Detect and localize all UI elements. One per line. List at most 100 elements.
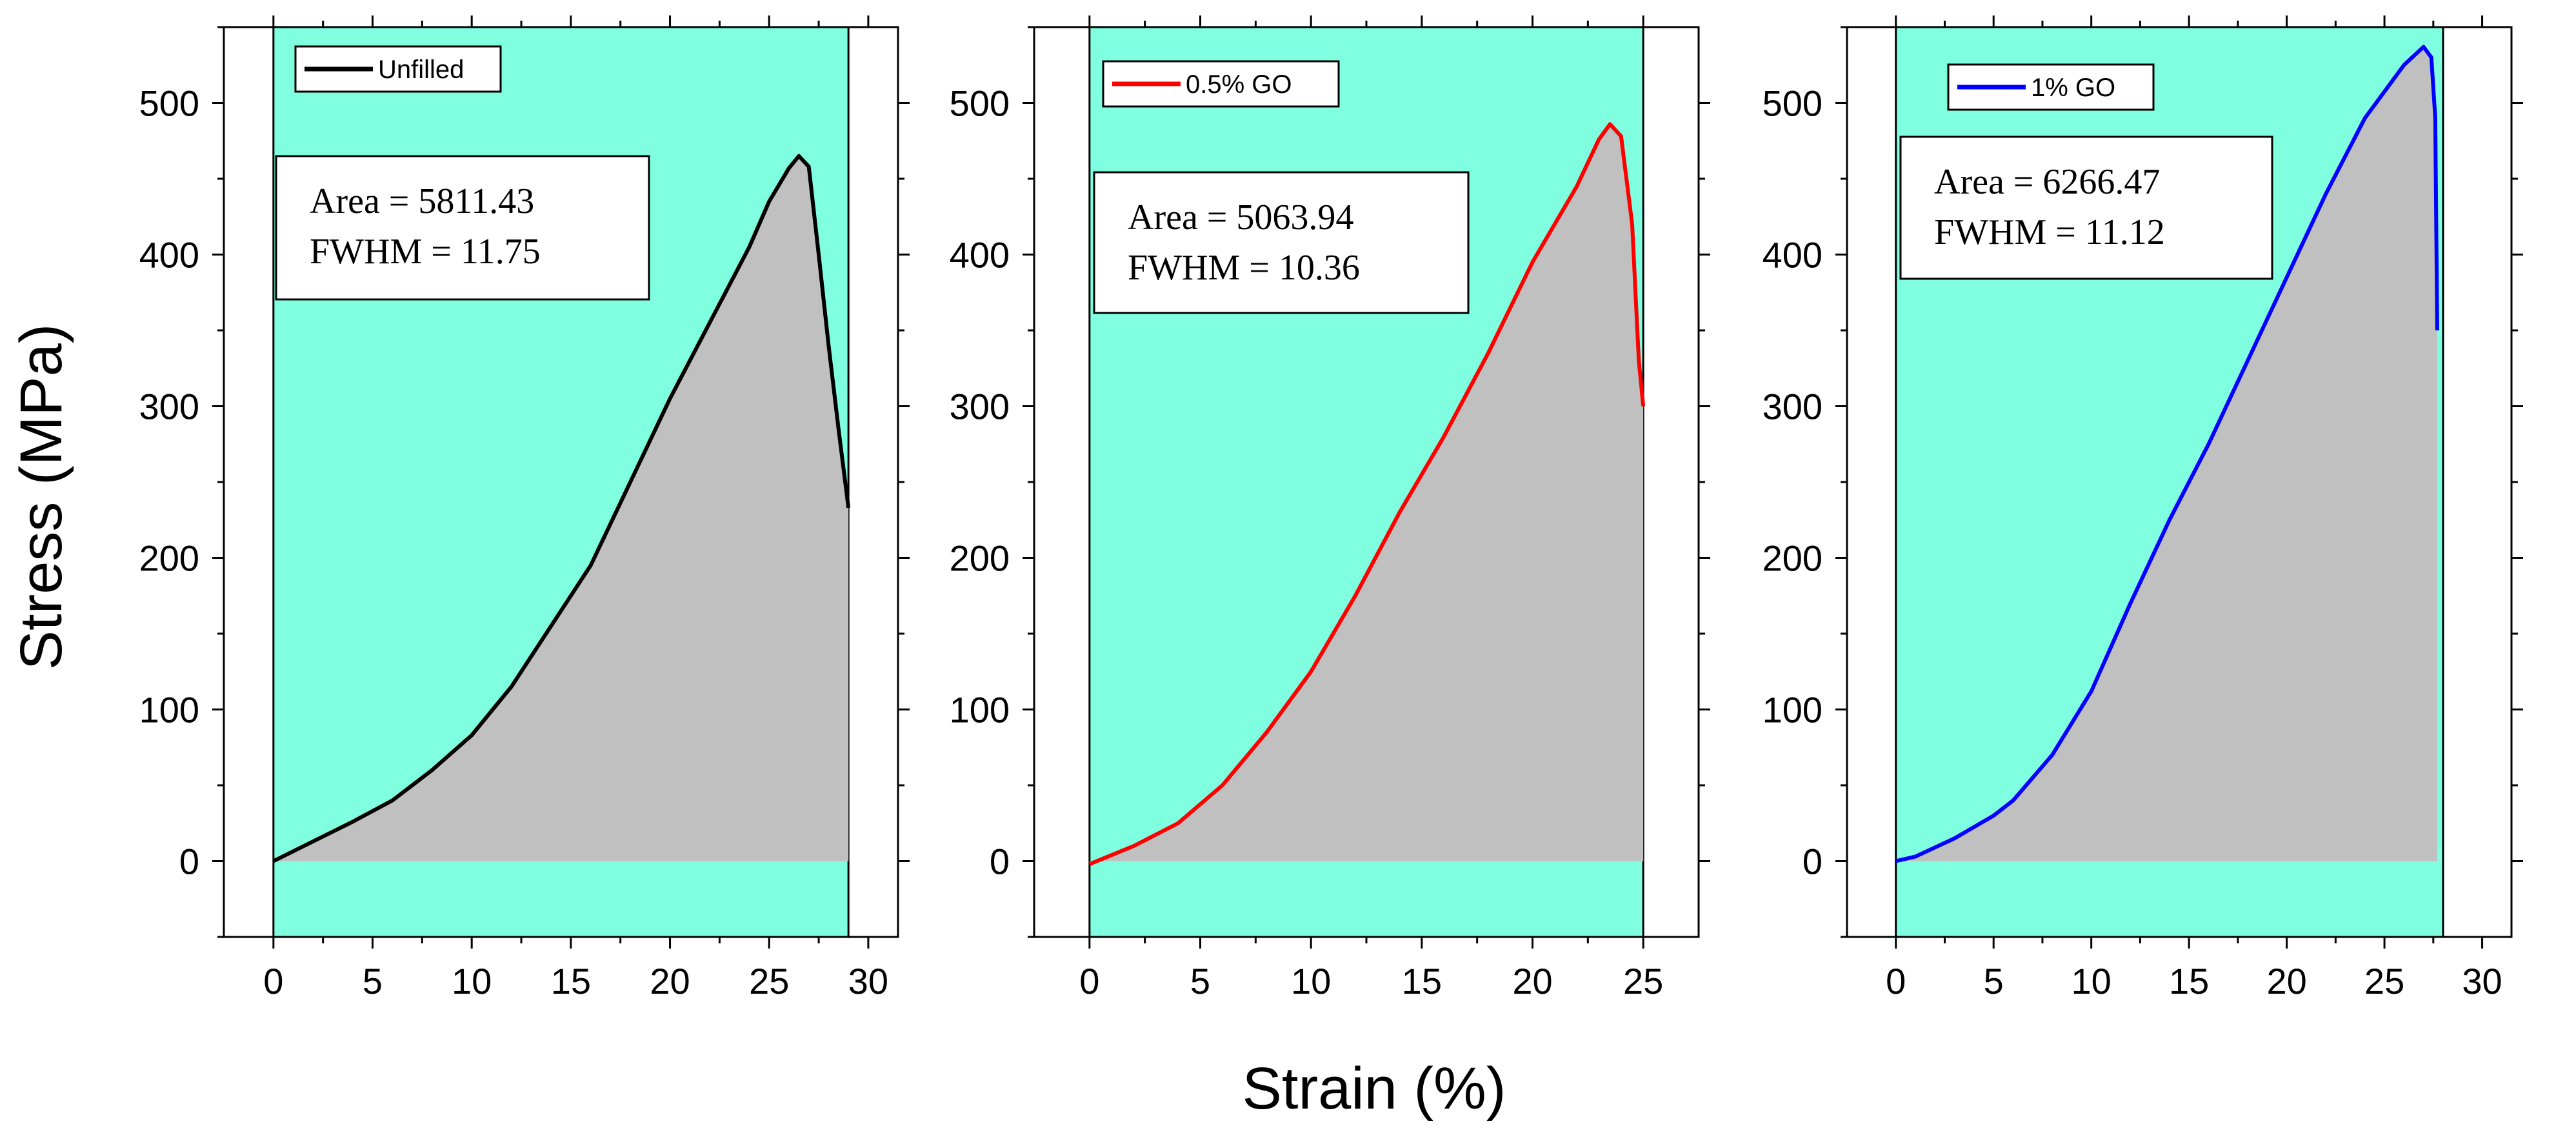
x-tick-label: 30	[848, 961, 888, 1001]
x-tick-label: 0	[1079, 961, 1099, 1001]
data-point	[1443, 436, 1445, 438]
data-point	[2364, 117, 2366, 119]
chart-panel-2: 0 5 10 15 20 25 0 100 200 300 400 500 0.5% GO Area = …	[950, 15, 1710, 1001]
data-point	[2090, 690, 2093, 692]
y-tick-label: 200	[1762, 538, 1822, 579]
data-point	[2286, 276, 2288, 279]
data-point	[312, 840, 314, 843]
data-point	[1553, 223, 1556, 226]
data-point	[827, 345, 830, 347]
data-point	[1310, 670, 1312, 673]
y-tick-label: 500	[1762, 83, 1822, 124]
data-point	[748, 246, 750, 248]
data-point	[1953, 837, 1956, 839]
data-point	[1133, 845, 1135, 847]
chart-panels: 0 5 10 15 20 25 300100200300400500UnfilledArea…	[139, 15, 2523, 1001]
data-point	[1177, 822, 1179, 825]
annotation-line: Area = 5063.94	[1128, 197, 1353, 237]
data-point	[1620, 135, 1622, 137]
data-point	[1609, 123, 1612, 125]
data-point	[2402, 64, 2405, 66]
data-point	[2422, 46, 2425, 48]
data-point	[847, 507, 850, 509]
data-point	[1487, 352, 1490, 354]
data-point	[808, 165, 810, 168]
data-point	[1354, 594, 1357, 597]
data-point	[788, 167, 790, 170]
series-line	[1895, 45, 2439, 863]
data-point	[2430, 56, 2433, 59]
data-point	[2207, 443, 2210, 445]
data-point	[1598, 138, 1601, 141]
x-tick-label: 25	[2364, 961, 2404, 1001]
data-point	[2129, 602, 2132, 605]
data-point	[1575, 185, 1578, 188]
data-point	[669, 397, 672, 400]
legend-label: Unfilled	[378, 55, 464, 84]
data-point	[272, 860, 275, 863]
x-tick-label: 25	[749, 961, 789, 1001]
annotation-line: FWHM = 11.75	[310, 232, 541, 272]
area-fill	[1895, 46, 2437, 861]
data-point	[1895, 860, 1897, 863]
y-tick-label: 0	[990, 841, 1010, 882]
x-axis-title: Strain (%)	[1243, 1056, 1506, 1121]
data-point	[1266, 731, 1268, 734]
x-tick-label: 0	[1886, 961, 1906, 1001]
data-point	[817, 254, 820, 256]
data-point	[1631, 223, 1633, 226]
data-point	[2434, 117, 2437, 119]
data-point	[590, 564, 592, 567]
data-point	[708, 321, 711, 324]
data-point	[391, 799, 394, 802]
data-point	[1914, 855, 1917, 858]
legend-label: 0.5% GO	[1186, 70, 1292, 99]
area-fill	[1089, 124, 1644, 865]
annotation-line: FWHM = 10.36	[1128, 248, 1360, 288]
data-point	[431, 769, 434, 772]
y-tick-label: 0	[1802, 841, 1822, 882]
y-tick-label: 500	[139, 83, 199, 124]
x-tick-label: 30	[2462, 961, 2502, 1001]
annotation-line: FWHM = 11.12	[1934, 212, 2165, 252]
data-point	[2051, 754, 2053, 756]
y-tick-label: 100	[1762, 690, 1822, 730]
y-tick-label: 200	[950, 538, 1010, 579]
annotation-line: Area = 6266.47	[1934, 162, 2160, 202]
y-tick-label: 0	[179, 841, 199, 882]
chart-panel-1: 0 5 10 15 20 25 300100200300400500UnfilledArea…	[139, 15, 910, 1001]
data-point	[1532, 261, 1534, 263]
y-tick-label: 300	[139, 387, 199, 427]
data-point	[837, 428, 840, 430]
data-point	[570, 594, 572, 597]
annotation-box	[1093, 171, 1470, 314]
y-tick-label: 100	[950, 690, 1010, 730]
y-tick-label: 300	[950, 387, 1010, 427]
data-point	[797, 155, 800, 157]
x-tick-label: 10	[2072, 961, 2112, 1001]
data-point	[470, 734, 473, 736]
x-tick-label: 5	[1190, 961, 1210, 1001]
y-tick-label: 100	[139, 690, 199, 730]
data-point	[1088, 863, 1091, 865]
x-tick-label: 5	[363, 961, 383, 1001]
data-point	[1399, 511, 1401, 514]
annotation-box	[275, 155, 650, 301]
data-point	[510, 685, 513, 688]
data-point	[2436, 329, 2439, 332]
x-tick-label: 15	[551, 961, 591, 1001]
data-point	[768, 200, 770, 203]
y-tick-label: 400	[950, 235, 1010, 276]
y-tick-label: 200	[139, 538, 199, 579]
data-point	[2168, 519, 2171, 521]
x-tick-label: 20	[1512, 961, 1552, 1001]
legend-label: 1% GO	[2031, 74, 2115, 102]
annotation-box	[1899, 136, 2273, 280]
data-point	[1221, 784, 1224, 787]
x-tick-label: 10	[1291, 961, 1331, 1001]
data-point	[2012, 799, 2015, 802]
x-tick-label: 20	[650, 961, 690, 1001]
x-tick-label: 0	[263, 961, 283, 1001]
